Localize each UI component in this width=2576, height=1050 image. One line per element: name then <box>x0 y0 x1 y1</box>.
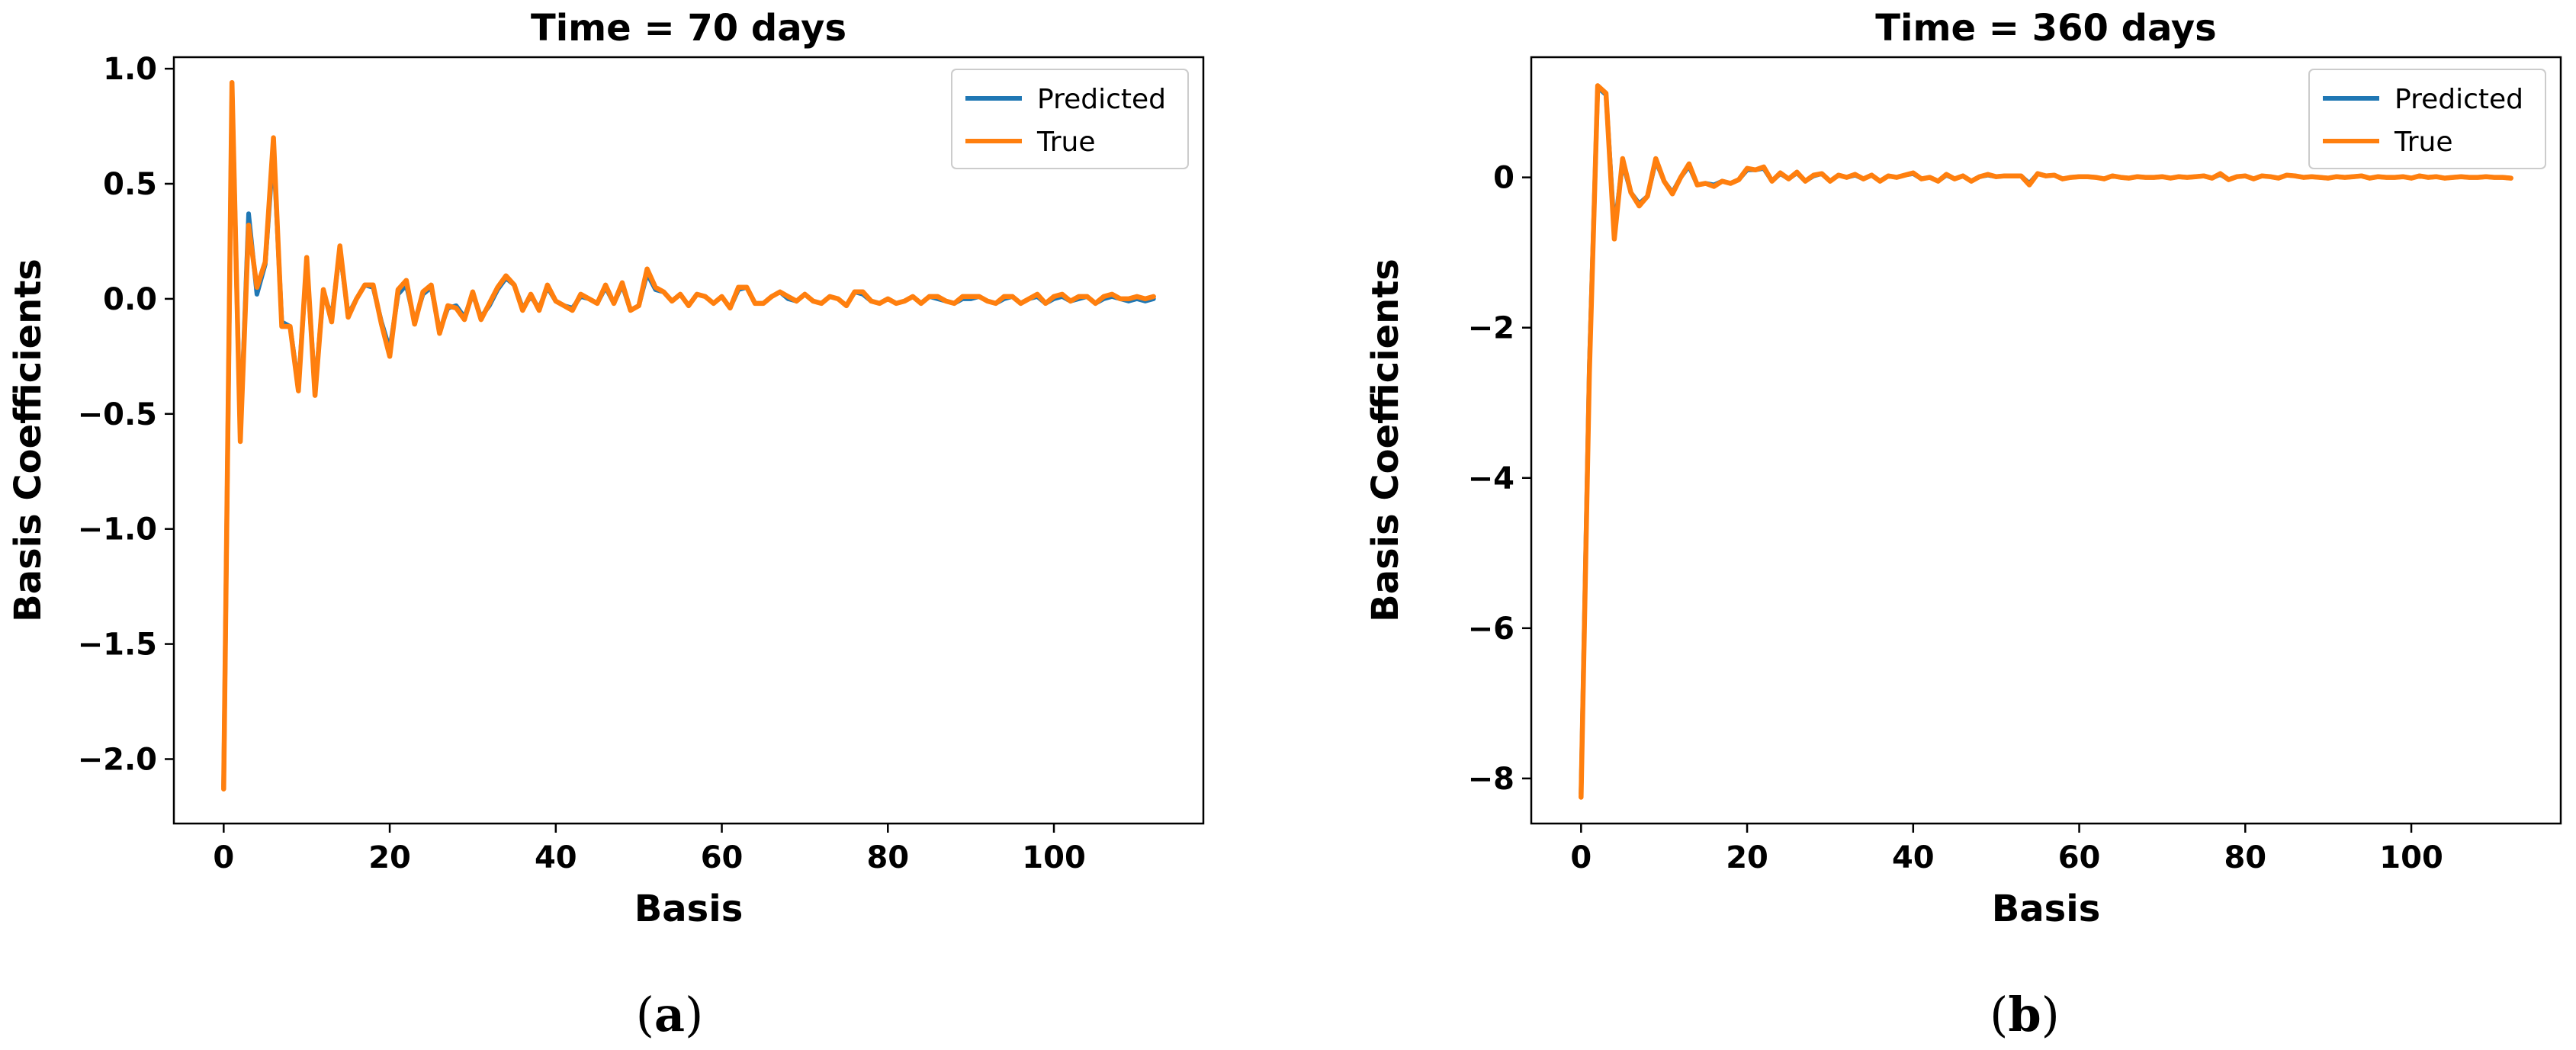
y-tick-label: −8 <box>1468 762 1514 797</box>
x-tick-label: 100 <box>1022 840 1086 875</box>
y-tick-label: 0 <box>1493 161 1514 196</box>
x-tick-label: 80 <box>2224 840 2266 875</box>
y-axis-label: Basis Coefficients <box>1364 258 1407 622</box>
x-tick-label: 60 <box>2058 840 2101 875</box>
chart-title: Time = 70 days <box>531 7 846 50</box>
y-tick-label: −2 <box>1468 311 1514 346</box>
panel-caption-letter: b <box>2008 987 2041 1042</box>
x-tick-label: 80 <box>866 840 909 875</box>
panel-caption: (b) <box>1990 987 2060 1042</box>
series-line-true <box>1579 83 2513 800</box>
x-tick-label: 20 <box>1726 840 1768 875</box>
legend-box <box>2308 69 2546 169</box>
y-tick-label: −4 <box>1468 461 1514 496</box>
panel-caption: (a) <box>636 987 704 1042</box>
x-axis-label: Basis <box>634 888 744 930</box>
series-line-true <box>221 79 1156 792</box>
y-tick-label: −0.5 <box>78 397 157 432</box>
legend-label-predicted: Predicted <box>1037 84 1166 115</box>
series-line-predicted <box>221 85 1156 789</box>
x-axis-label: Basis <box>1992 888 2101 930</box>
y-tick-label: −1.5 <box>78 628 157 663</box>
y-tick-label: −1.0 <box>78 512 157 547</box>
series-line-predicted <box>1579 85 2513 796</box>
x-tick-label: 0 <box>1570 840 1592 875</box>
panel-caption-letter: a <box>654 987 685 1042</box>
x-tick-label: 0 <box>213 840 234 875</box>
legend-label-true: True <box>2394 127 2452 158</box>
y-tick-label: 0.0 <box>103 282 157 317</box>
y-axis-label: Basis Coefficients <box>7 258 50 622</box>
x-tick-label: 60 <box>701 840 744 875</box>
legend: Predicted True <box>951 69 1189 169</box>
x-tick-label: 40 <box>535 840 577 875</box>
chart-title: Time = 360 days <box>1875 7 2216 50</box>
chart-panel-a: Time = 70 days 0 20 40 60 80 100 1.0 0.5 0.0 −0.5 −… <box>7 7 1205 1042</box>
legend-label-true: True <box>1036 127 1095 158</box>
y-tick-label: −2.0 <box>78 742 157 777</box>
legend-label-predicted: Predicted <box>2395 84 2523 115</box>
x-tick-label: 100 <box>2379 840 2443 875</box>
plot-frame <box>1530 56 2562 825</box>
chart-panel-b: Time = 360 days 0 20 40 60 80 100 0 −2 −4 −6 −8 Basi… <box>1364 7 2562 1042</box>
legend: Predicted True <box>2308 69 2546 169</box>
legend-box <box>951 69 1189 169</box>
plot-frame <box>172 56 1205 825</box>
y-tick-label: −6 <box>1468 612 1514 647</box>
x-tick-label: 20 <box>368 840 411 875</box>
x-tick-label: 40 <box>1892 840 1935 875</box>
y-tick-label: 0.5 <box>103 167 157 202</box>
y-tick-label: 1.0 <box>103 52 157 87</box>
